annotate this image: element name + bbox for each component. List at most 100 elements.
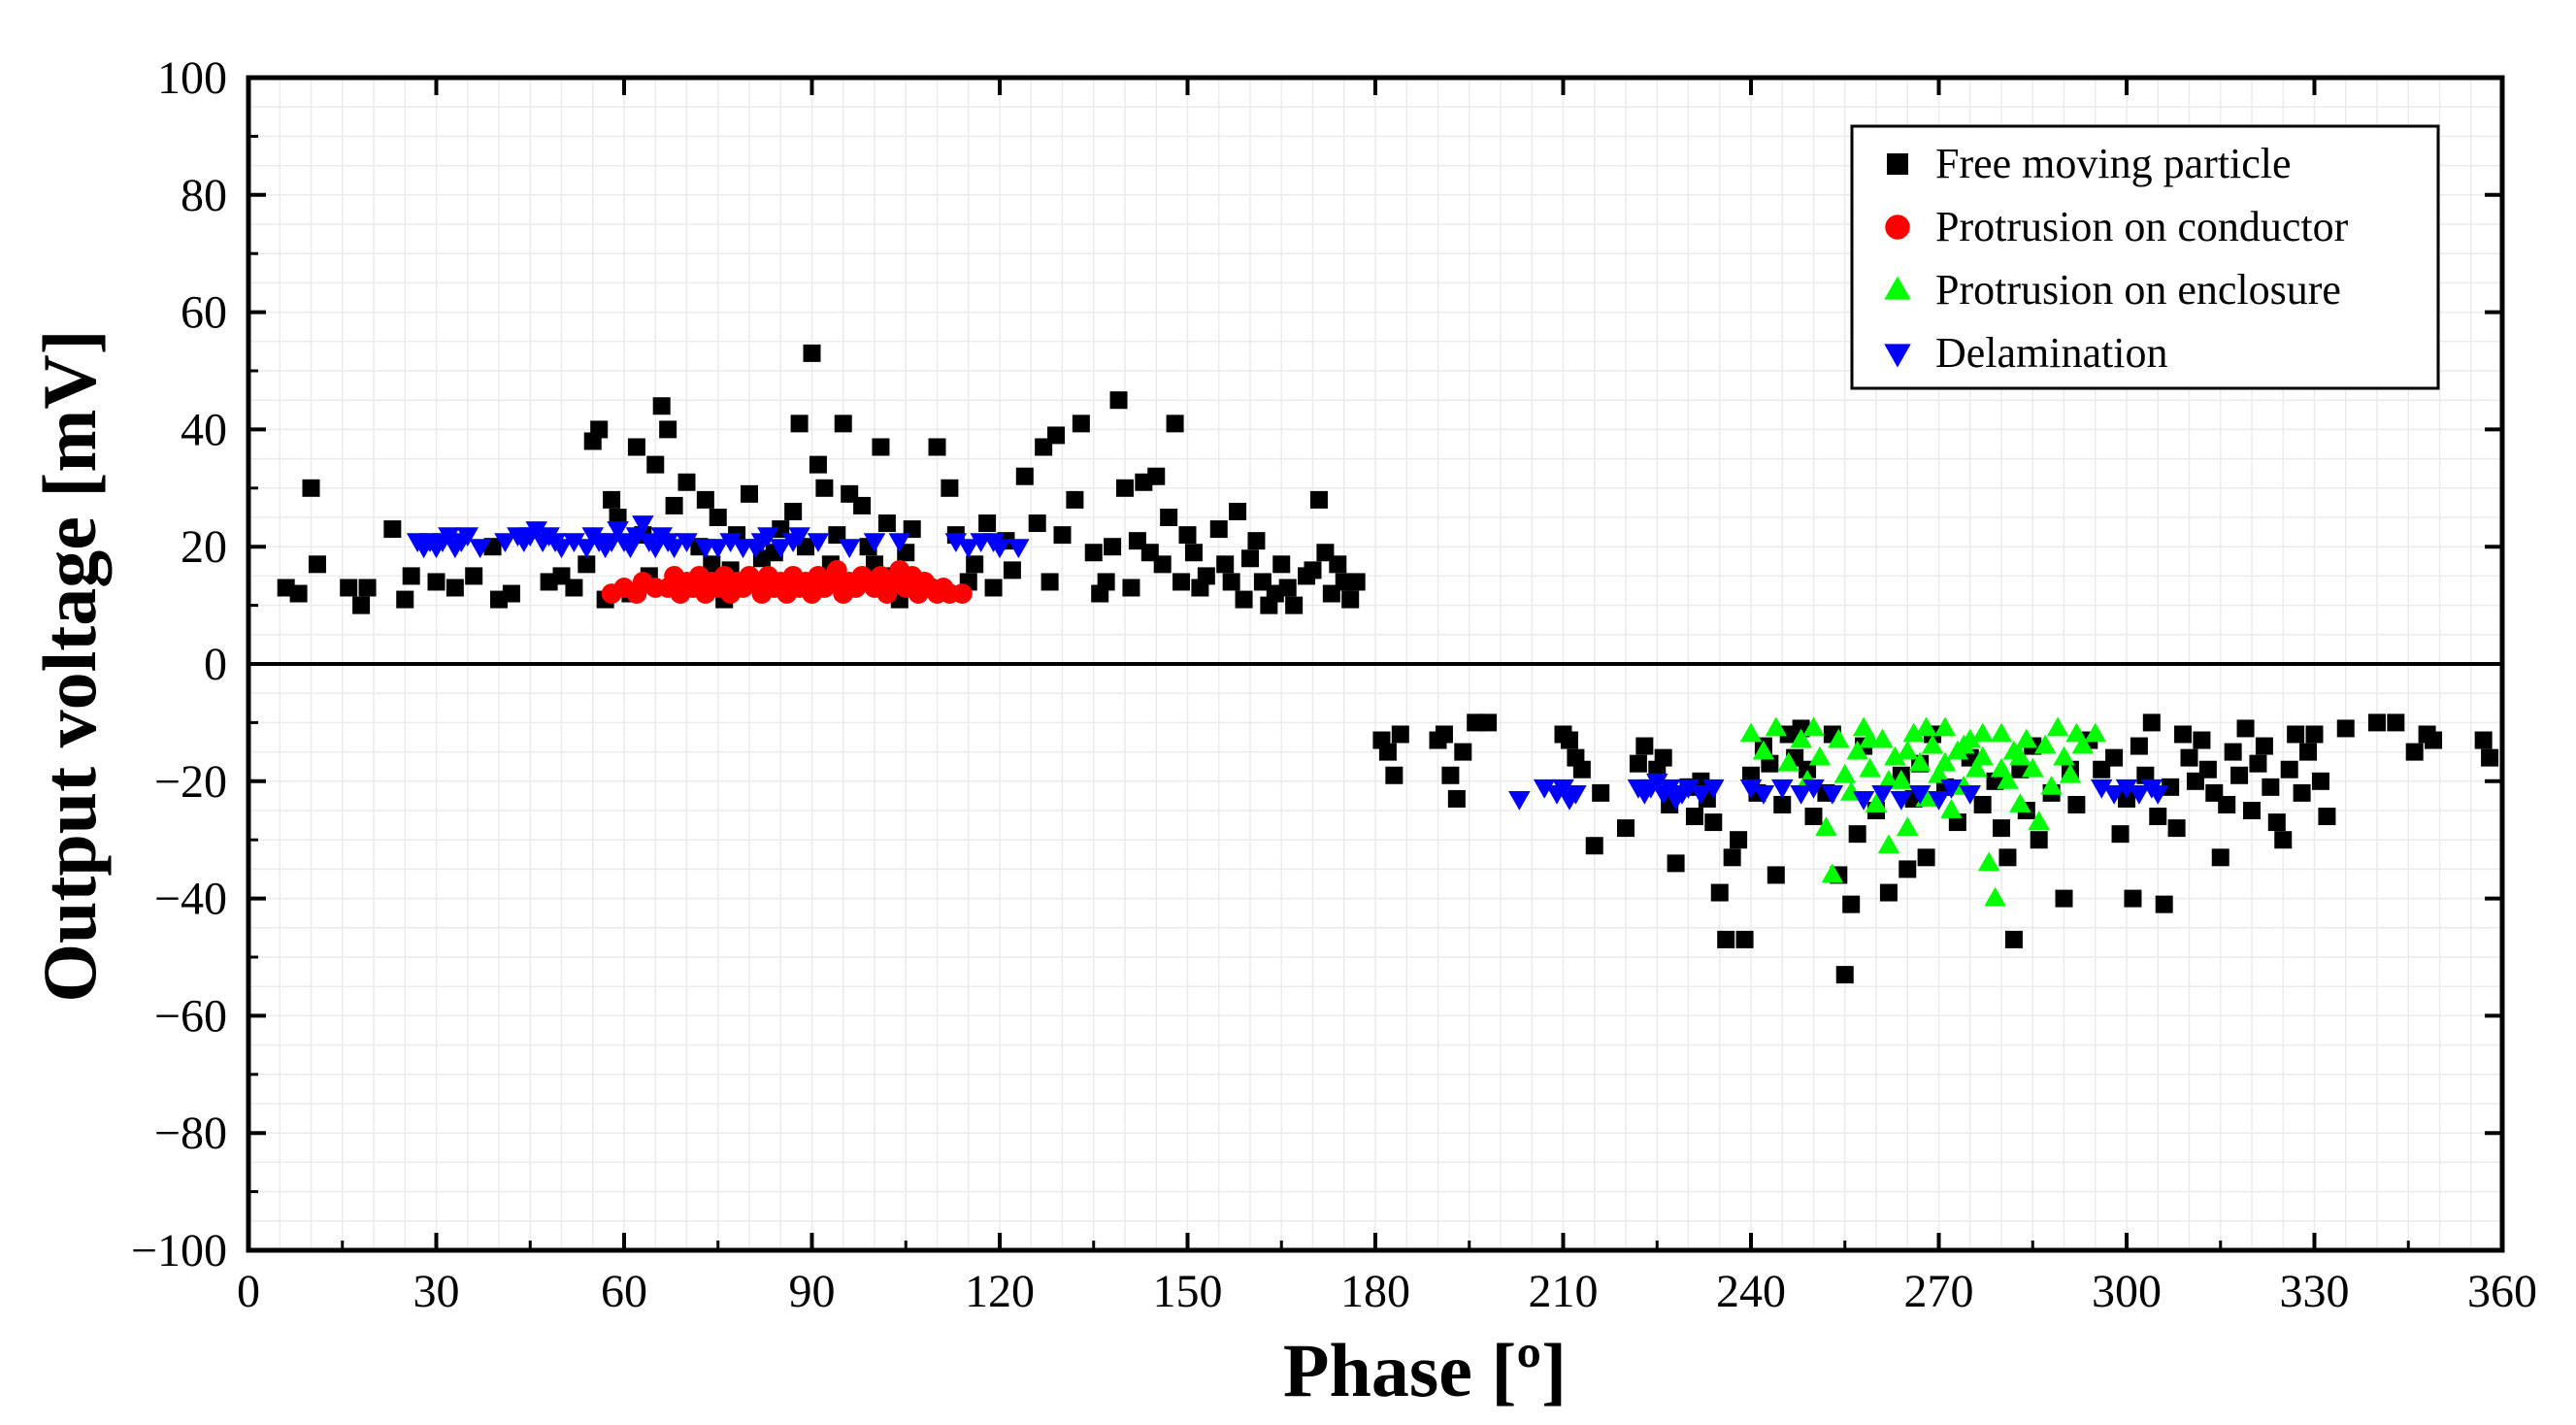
data-point (1184, 544, 1203, 562)
data-point (1015, 467, 1034, 485)
data-point (838, 539, 861, 559)
data-point (2046, 716, 2069, 737)
data-point (2067, 795, 2086, 813)
data-point (2015, 728, 2038, 748)
data-point (2180, 748, 2198, 767)
data-point (1028, 514, 1046, 533)
data-point (803, 344, 821, 362)
data-point (502, 584, 520, 603)
data-point (1730, 831, 1748, 849)
data-point (2299, 743, 2318, 761)
data-point (2111, 825, 2130, 844)
data-point (1833, 763, 1856, 783)
data-point (1160, 509, 1178, 526)
data-point (2368, 713, 2386, 732)
data-point (2425, 731, 2443, 749)
data-point (1479, 713, 1498, 732)
data-point (1084, 544, 1103, 562)
data-point (1908, 784, 1932, 805)
data-point (308, 555, 326, 574)
data-point (1739, 779, 1763, 799)
data-point (494, 533, 516, 553)
data-point (627, 438, 645, 456)
data-point (352, 596, 371, 614)
data-point (1646, 773, 1668, 793)
legend-label-delamination: Delamination (1935, 329, 2168, 377)
data-point (2474, 731, 2493, 749)
data-point (807, 533, 830, 553)
data-point (1933, 716, 1957, 737)
data-point (2009, 746, 2031, 766)
x-tick-label: 150 (1153, 1266, 1223, 1317)
data-point (446, 579, 464, 597)
data-point (1997, 769, 2019, 789)
data-point (784, 502, 803, 520)
data-point (2318, 808, 2336, 826)
data-point (1990, 722, 2013, 743)
data-point (2236, 719, 2255, 738)
y-tick-label: 80 (181, 170, 227, 221)
data-point (383, 520, 402, 539)
data-point (2280, 760, 2298, 779)
data-point (2293, 783, 2311, 802)
data-point (1552, 779, 1574, 799)
data-point (2174, 725, 2193, 744)
x-tick-label: 270 (1904, 1266, 1974, 1317)
data-point (1172, 573, 1191, 591)
data-point (1921, 734, 1944, 754)
legend-label-protrusion-on-enclosure: Protrusion on enclosure (1935, 266, 2341, 314)
legend-marker-delamination (1884, 344, 1911, 368)
data-point (1884, 746, 1906, 766)
data-point (1897, 816, 1919, 837)
data-point (1097, 573, 1115, 591)
series-protrusion-on-conductor (601, 559, 973, 604)
data-point (1877, 834, 1900, 854)
data-point (872, 438, 890, 456)
data-point (2055, 889, 2073, 908)
data-point (1654, 748, 1672, 767)
data-point (2155, 895, 2173, 913)
data-point (1765, 716, 1788, 737)
data-point (2040, 775, 2063, 795)
data-point (709, 509, 727, 526)
data-points (277, 344, 2499, 984)
data-point (1977, 851, 2000, 872)
data-point (719, 533, 742, 553)
data-point (2481, 748, 2499, 767)
data-point (565, 579, 583, 597)
data-point (1391, 725, 1409, 744)
data-point (1752, 784, 1775, 805)
data-point (1166, 414, 1184, 433)
legend-marker-protrusion-on-conductor (1885, 215, 1910, 240)
data-point (456, 527, 479, 547)
data-point (1802, 779, 1825, 799)
data-point (525, 521, 547, 541)
data-point (1053, 526, 1072, 545)
data-point (2230, 766, 2249, 784)
data-point (438, 527, 460, 547)
y-tick-label: 20 (181, 521, 227, 573)
x-tick-label: 90 (789, 1266, 836, 1317)
data-point (2255, 737, 2273, 755)
x-tick-label: 360 (2467, 1266, 2537, 1317)
data-point (1998, 848, 2017, 867)
legend-label-free-moving-particle: Free moving particle (1935, 140, 2292, 187)
data-point (2287, 725, 2305, 744)
data-point (1072, 414, 1090, 433)
plot-frame (246, 75, 2505, 1253)
data-point (2211, 848, 2229, 867)
x-tick-label: 180 (1340, 1266, 1410, 1317)
data-point (1971, 746, 1994, 766)
data-point (340, 579, 358, 597)
data-point (652, 397, 671, 415)
data-point (1835, 966, 1854, 984)
data-point (1971, 722, 1994, 743)
y-axis-title: Output voltage [mV] (27, 329, 112, 1002)
y-tick-label: −100 (131, 1225, 227, 1276)
data-point (632, 515, 654, 535)
data-point (1347, 573, 1366, 591)
data-point (1959, 784, 1981, 805)
data-point (2102, 784, 2126, 805)
data-point (1848, 825, 1866, 844)
data-point (550, 539, 573, 559)
